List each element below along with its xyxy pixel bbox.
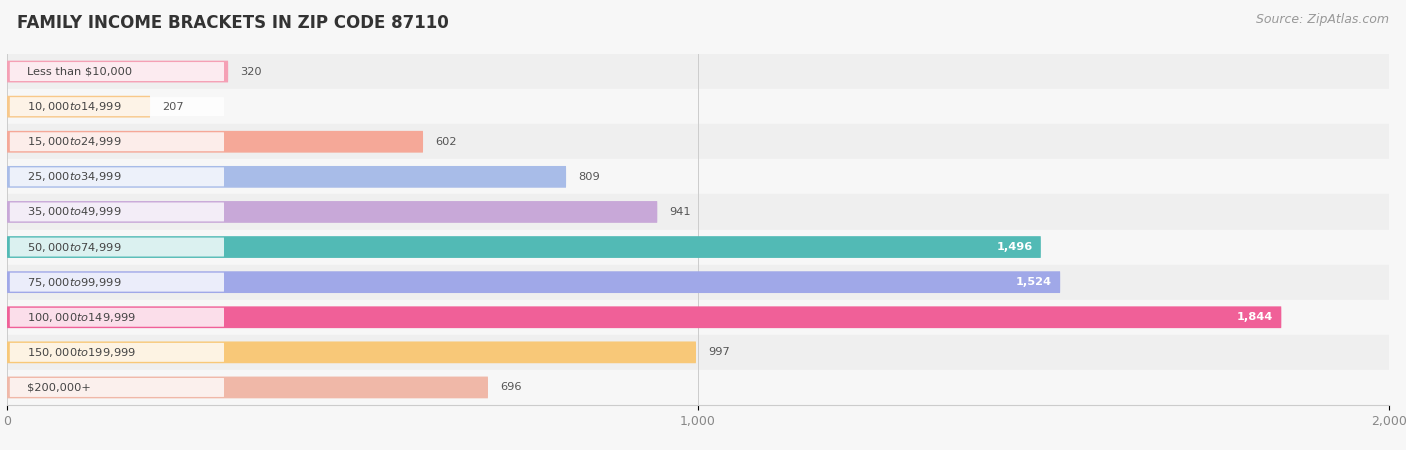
FancyBboxPatch shape bbox=[7, 166, 567, 188]
Text: 941: 941 bbox=[669, 207, 692, 217]
Bar bbox=[7, 300, 1389, 335]
FancyBboxPatch shape bbox=[10, 238, 224, 256]
FancyBboxPatch shape bbox=[10, 308, 224, 327]
Text: $10,000 to $14,999: $10,000 to $14,999 bbox=[27, 100, 121, 113]
Text: $100,000 to $149,999: $100,000 to $149,999 bbox=[27, 311, 136, 324]
Text: 602: 602 bbox=[436, 137, 457, 147]
FancyBboxPatch shape bbox=[7, 61, 228, 82]
Text: 320: 320 bbox=[240, 67, 263, 76]
FancyBboxPatch shape bbox=[7, 306, 1281, 328]
FancyBboxPatch shape bbox=[10, 167, 224, 186]
Text: FAMILY INCOME BRACKETS IN ZIP CODE 87110: FAMILY INCOME BRACKETS IN ZIP CODE 87110 bbox=[17, 14, 449, 32]
Text: 1,524: 1,524 bbox=[1017, 277, 1052, 287]
Bar bbox=[7, 124, 1389, 159]
Text: 1,496: 1,496 bbox=[997, 242, 1032, 252]
Text: 696: 696 bbox=[501, 382, 522, 392]
Text: $25,000 to $34,999: $25,000 to $34,999 bbox=[27, 171, 121, 183]
Text: $15,000 to $24,999: $15,000 to $24,999 bbox=[27, 135, 121, 148]
Text: 207: 207 bbox=[163, 102, 184, 112]
Bar bbox=[7, 370, 1389, 405]
Text: Source: ZipAtlas.com: Source: ZipAtlas.com bbox=[1256, 14, 1389, 27]
Bar bbox=[7, 159, 1389, 194]
Text: 997: 997 bbox=[709, 347, 730, 357]
FancyBboxPatch shape bbox=[10, 343, 224, 362]
FancyBboxPatch shape bbox=[7, 271, 1060, 293]
Bar bbox=[7, 89, 1389, 124]
Bar bbox=[7, 54, 1389, 89]
Text: $75,000 to $99,999: $75,000 to $99,999 bbox=[27, 276, 121, 288]
FancyBboxPatch shape bbox=[10, 62, 224, 81]
Text: $150,000 to $199,999: $150,000 to $199,999 bbox=[27, 346, 136, 359]
Text: 809: 809 bbox=[578, 172, 600, 182]
Text: Less than $10,000: Less than $10,000 bbox=[27, 67, 132, 76]
Text: $35,000 to $49,999: $35,000 to $49,999 bbox=[27, 206, 121, 218]
FancyBboxPatch shape bbox=[7, 236, 1040, 258]
FancyBboxPatch shape bbox=[7, 342, 696, 363]
Bar bbox=[7, 194, 1389, 230]
FancyBboxPatch shape bbox=[10, 273, 224, 292]
FancyBboxPatch shape bbox=[7, 96, 150, 117]
FancyBboxPatch shape bbox=[10, 132, 224, 151]
Bar bbox=[7, 230, 1389, 265]
FancyBboxPatch shape bbox=[10, 97, 224, 116]
FancyBboxPatch shape bbox=[7, 377, 488, 398]
FancyBboxPatch shape bbox=[10, 378, 224, 397]
FancyBboxPatch shape bbox=[10, 202, 224, 221]
FancyBboxPatch shape bbox=[7, 131, 423, 153]
Text: $200,000+: $200,000+ bbox=[27, 382, 90, 392]
FancyBboxPatch shape bbox=[7, 201, 658, 223]
Text: $50,000 to $74,999: $50,000 to $74,999 bbox=[27, 241, 121, 253]
Bar bbox=[7, 265, 1389, 300]
Text: 1,844: 1,844 bbox=[1237, 312, 1272, 322]
Bar bbox=[7, 335, 1389, 370]
